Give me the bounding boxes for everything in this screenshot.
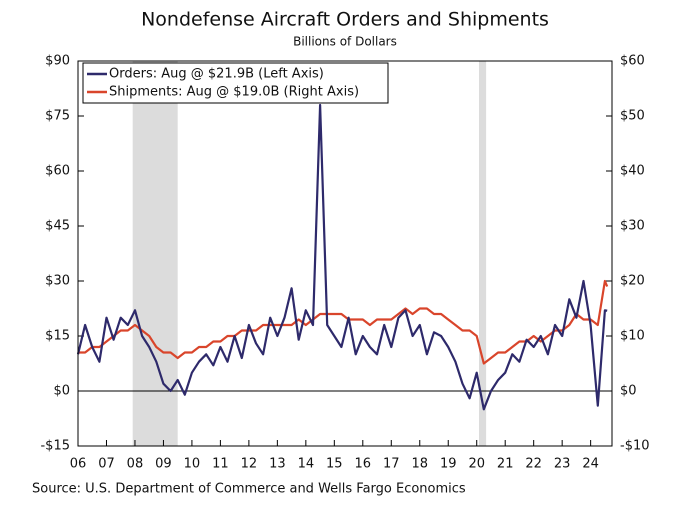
x-tick-label: 21 xyxy=(497,457,514,472)
y2-tick-label: $30 xyxy=(620,219,645,234)
recession-band xyxy=(132,61,178,446)
y-tick-label: -$15 xyxy=(40,439,70,454)
chart-title: Nondefense Aircraft Orders and Shipments xyxy=(141,9,549,31)
x-tick-label: 08 xyxy=(127,457,144,472)
series-line xyxy=(76,103,608,411)
y-tick-label: $30 xyxy=(45,274,70,289)
x-tick-label: 12 xyxy=(241,457,258,472)
x-tick-label: 07 xyxy=(98,457,115,472)
x-tick-label: 23 xyxy=(554,457,571,472)
y-tick-label: $75 xyxy=(45,109,70,124)
legend-label: Shipments: Aug @ $19.0B (Right Axis) xyxy=(109,85,359,100)
x-tick-label: 20 xyxy=(468,457,485,472)
recession-band xyxy=(478,61,487,446)
chart-subtitle: Billions of Dollars xyxy=(293,35,397,49)
y2-tick-label: $60 xyxy=(620,54,645,69)
legend-label: Orders: Aug @ $21.9B (Left Axis) xyxy=(109,67,324,82)
y2-tick-label: $0 xyxy=(620,384,637,399)
y2-tick-label: $50 xyxy=(620,109,645,124)
y2-tick-label: $40 xyxy=(620,164,645,179)
x-tick-label: 11 xyxy=(212,457,229,472)
y2-tick-label: -$10 xyxy=(620,439,650,454)
x-tick-label: 18 xyxy=(411,457,428,472)
y2-tick-label: $10 xyxy=(620,329,645,344)
x-tick-label: 17 xyxy=(383,457,400,472)
y-tick-label: $60 xyxy=(45,164,70,179)
x-tick-label: 10 xyxy=(184,457,201,472)
legend-box xyxy=(82,62,389,104)
x-tick-label: 24 xyxy=(582,457,599,472)
x-tick-label: 09 xyxy=(155,457,172,472)
x-tick-label: 19 xyxy=(440,457,457,472)
plot-frame xyxy=(77,60,613,447)
x-tick-label: 22 xyxy=(525,457,542,472)
y-tick-label: $90 xyxy=(45,54,70,69)
x-tick-label: 06 xyxy=(70,457,87,472)
y2-tick-label: $20 xyxy=(620,274,645,289)
x-tick-label: 16 xyxy=(355,457,372,472)
source-note: Source: U.S. Department of Commerce and … xyxy=(32,482,466,497)
x-tick-label: 15 xyxy=(326,457,343,472)
y-tick-label: $0 xyxy=(53,384,70,399)
series-line xyxy=(78,279,609,365)
y-tick-label: $45 xyxy=(45,219,70,234)
y-tick-label: $15 xyxy=(45,329,70,344)
x-tick-label: 14 xyxy=(298,457,315,472)
x-tick-label: 13 xyxy=(269,457,286,472)
